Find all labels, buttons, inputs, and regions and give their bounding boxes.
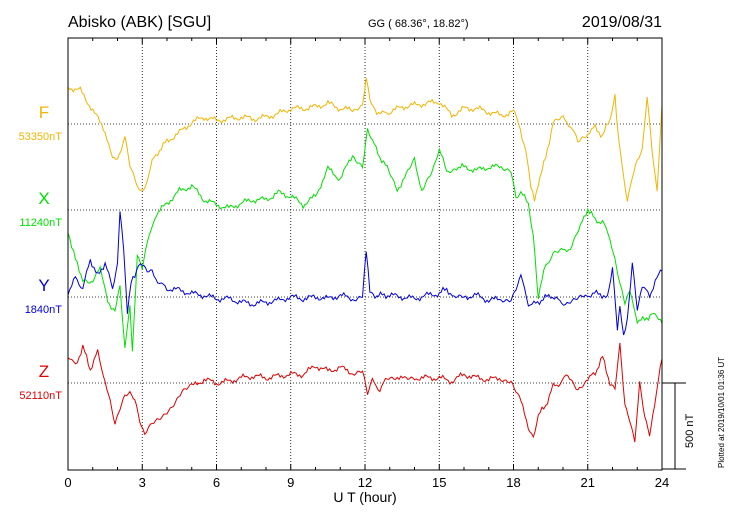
station-coordinates: GG ( 68.36°, 18.82°) <box>368 18 469 30</box>
x-tick-label: 18 <box>506 475 520 490</box>
chart-date: 2019/08/31 <box>582 14 662 31</box>
series-x-line <box>67 128 663 352</box>
grid-lines <box>68 38 662 470</box>
x-tick-label: 12 <box>358 475 372 490</box>
x-tick-label: 24 <box>655 475 669 490</box>
x-axis: 0 3 6 9 12 15 18 21 24 <box>64 38 669 490</box>
series-y-baseline: 1840nT <box>25 304 63 316</box>
series-x-baseline: 11240nT <box>19 217 62 229</box>
series-x-name: X <box>38 189 49 208</box>
x-tick-label: 9 <box>287 475 294 490</box>
series-f-name: F <box>39 103 49 122</box>
series-z-name: Z <box>39 362 49 381</box>
scale-bar-label: 500 nT <box>684 413 696 448</box>
x-tick-label: 3 <box>139 475 146 490</box>
series-lines <box>67 77 663 443</box>
series-y-name: Y <box>38 276 49 295</box>
chart-title: Abisko (ABK) [SGU] <box>68 14 211 31</box>
x-tick-label: 21 <box>581 475 595 490</box>
series-labels: F 53350nT X 11240nT Y 1840nT Z 52110nT <box>19 103 63 402</box>
plotted-note: Plotted at 2019/10/01 01:36 UT <box>717 357 726 468</box>
series-f-baseline: 53350nT <box>19 131 63 143</box>
x-tick-label: 6 <box>213 475 220 490</box>
series-z-line <box>67 342 663 443</box>
x-axis-label: U T (hour) <box>333 489 396 505</box>
series-y-line <box>67 211 663 336</box>
series-z-baseline: 52110nT <box>19 390 62 402</box>
x-tick-label: 0 <box>64 475 71 490</box>
scale-bar: 500 nT <box>662 382 696 470</box>
x-tick-label: 15 <box>432 475 446 490</box>
series-f-line <box>67 77 663 202</box>
